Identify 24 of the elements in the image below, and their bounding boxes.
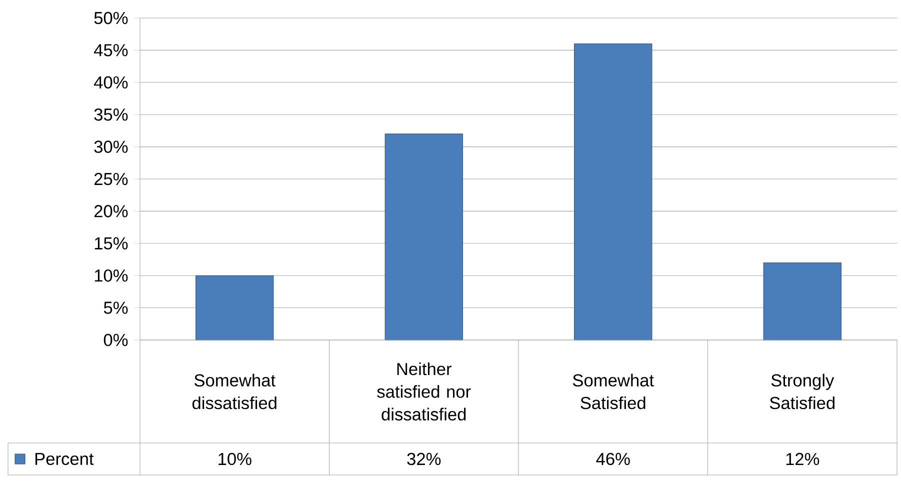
bar [196,275,274,340]
y-tick-label: 15% [94,237,128,250]
bar [384,134,463,340]
y-tick-label: 5% [104,302,128,314]
x-tick-label: Neither satisfied nor dissatisfied [377,362,471,421]
y-tick-label: 30% [94,140,128,153]
y-tick-label: 25% [94,172,128,186]
data-label: 32% [407,452,441,466]
legend-label: Percent [35,452,94,466]
bar [574,43,652,340]
data-label: 10% [218,452,252,466]
y-tick-label: 20% [94,205,128,218]
data-label: 12% [786,452,820,466]
y-tick-label: 45% [94,44,128,56]
data-label: 46% [596,452,630,466]
y-tick-label: 0% [104,334,128,346]
y-tick-label: 10% [94,269,128,282]
y-tick-label: 35% [94,108,128,121]
y-tick-label: 40% [94,76,128,89]
x-tick-label: Somewhat dissatisfied [192,374,276,410]
y-tick-label: 50% [94,12,128,24]
bar [763,262,842,340]
x-tick-label: Strongly Satisfied [770,374,834,410]
x-tick-label: Somewhat Satisfied [572,374,654,410]
